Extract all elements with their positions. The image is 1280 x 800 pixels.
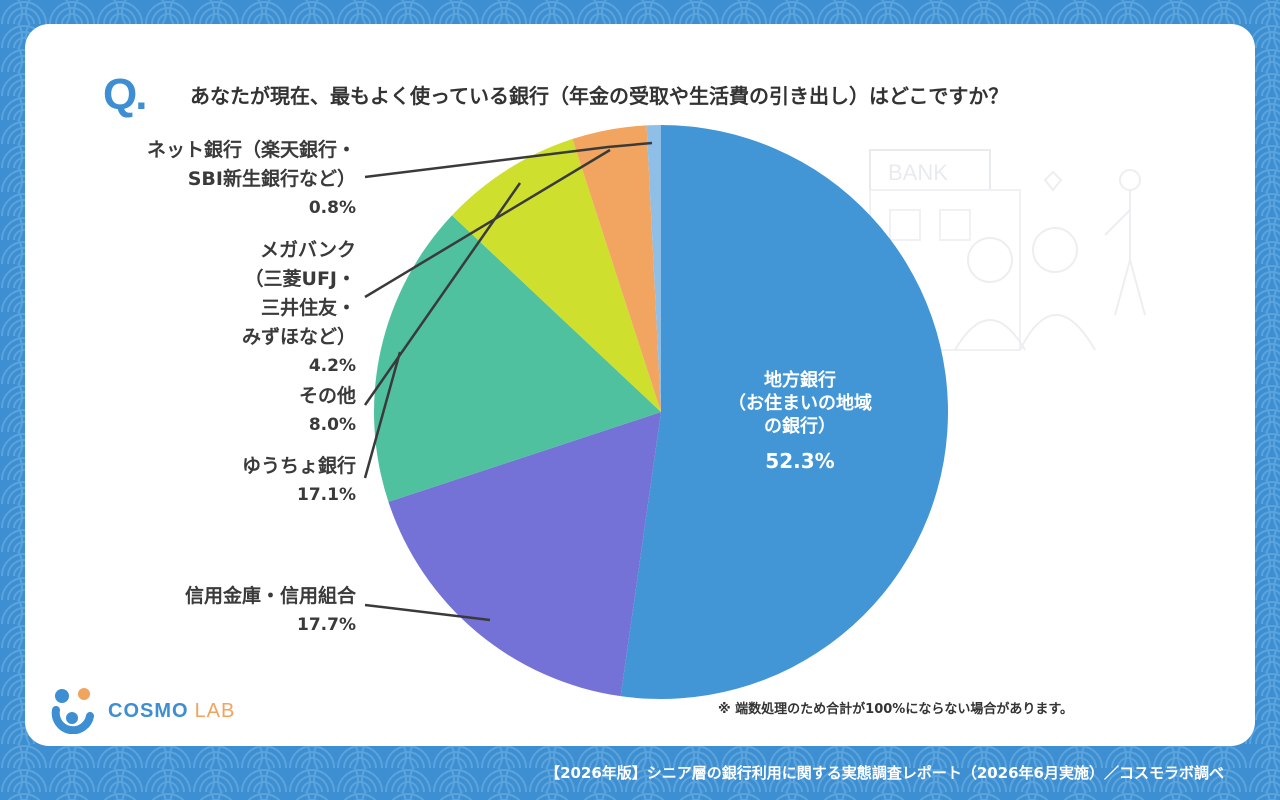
label-net-bank-pct: 0.8% — [308, 198, 356, 218]
cosmo-lab-logo-icon — [51, 688, 94, 734]
label-yucho-pct: 17.1% — [297, 485, 356, 505]
leader-line-shinkin — [364, 603, 491, 622]
slice-net-bank — [646, 125, 661, 412]
slice-mega-bank — [572, 125, 661, 413]
bank-illustration: BANK — [869, 149, 1146, 351]
label-regional-pct: 52.3% — [765, 449, 835, 473]
label-yucho-line1: ゆうちょ銀行 — [241, 455, 356, 477]
slice-regional-bank — [620, 125, 948, 699]
label-shinkin-pct: 17.7% — [297, 615, 356, 635]
label-net-bank: ネット銀行（楽天銀行・ SBI新生銀行など） 0.8% — [147, 136, 356, 223]
slice-shinkin — [388, 412, 661, 697]
label-other-pct: 8.0% — [308, 415, 356, 435]
question-mark-label: Q. — [103, 70, 147, 119]
label-mega-bank-pct: 4.2% — [308, 356, 356, 376]
cosmo-lab-logo-text: COSMO LAB — [108, 700, 235, 723]
leader-line-other — [363, 182, 522, 406]
label-yucho: ゆうちょ銀行 17.1% — [242, 452, 356, 510]
bank-sign-text: BANK — [888, 160, 948, 185]
label-net-bank-line2: SBI新生銀行など） — [187, 168, 356, 190]
footer-source: 【2026年版】シニア層の銀行利用に関する実態調査レポート（2026年6月実施）… — [545, 764, 1224, 782]
label-mega-bank-line1: メガバンク — [260, 239, 356, 261]
logo-sub: LAB — [194, 700, 236, 722]
slice-yucho — [373, 215, 661, 502]
leader-line-mega-bank — [364, 148, 611, 299]
label-other: その他 8.0% — [299, 382, 356, 440]
label-mega-bank-line4: みずほなど） — [241, 326, 356, 348]
label-shinkin: 信用金庫・信用組合 17.7% — [185, 582, 356, 640]
label-regional: 地方銀行 （お住まいの地域 の銀行） 52.3% — [725, 369, 875, 473]
label-other-line1: その他 — [298, 385, 356, 407]
rounding-note: ※ 端数処理のため合計が100%にならない場合があります。 — [718, 702, 1074, 717]
leader-line-net-bank — [364, 141, 653, 179]
question-text: あなたが現在、最もよく使っている銀行（年金の受取や生活費の引き出し）はどこですか… — [190, 84, 1009, 108]
label-shinkin-line1: 信用金庫・信用組合 — [184, 585, 356, 607]
leader-line-yucho — [363, 351, 402, 479]
logo-brand: COSMO — [108, 700, 189, 722]
label-net-bank-line1: ネット銀行（楽天銀行・ — [146, 139, 356, 161]
label-mega-bank-line2: （三菱UFJ・ — [244, 268, 356, 290]
label-mega-bank: メガバンク （三菱UFJ・ 三井住友・ みずほなど） 4.2% — [242, 236, 356, 381]
label-regional-line2: （お住まいの地域 — [728, 393, 872, 414]
label-regional-line1: 地方銀行 — [764, 370, 836, 391]
label-mega-bank-line3: 三井住友・ — [260, 297, 356, 319]
label-regional-line3: の銀行） — [764, 416, 836, 437]
